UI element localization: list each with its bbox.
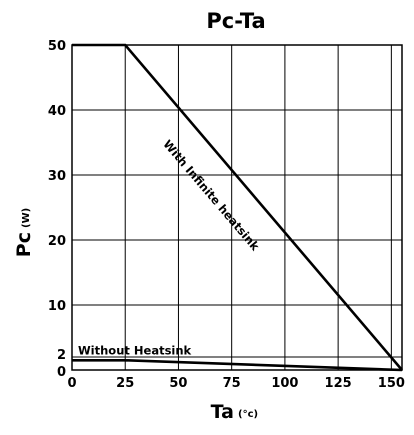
y-tick-label: 0 [57,365,66,380]
y-tick-label: 2 [57,348,66,363]
x-tick-label: 150 [378,376,405,391]
series-line-2 [72,358,403,372]
x-tick-label: 50 [169,376,187,391]
y-axis-unit: (W) [21,208,32,228]
x-tick-label: 25 [116,376,134,391]
y-tick-label: 10 [48,299,66,314]
x-tick-label: 100 [271,376,298,391]
x-tick-label: 75 [223,376,241,391]
y-tick-label: 20 [48,234,66,249]
y-tick-labels: 0 2 10 20 30 40 50 [48,39,66,380]
x-tick-label: 0 [67,376,76,391]
y-axis-label-group: Pc (W) [13,208,35,257]
x-tick-label: 125 [325,376,352,391]
y-axis-label: Pc [13,232,35,257]
chart-title: Pc-Ta [206,9,265,33]
plot-frame [71,44,403,371]
y-tick-label: 30 [48,169,66,184]
x-axis-label: Ta [211,401,234,423]
series-annotations: With Infinite heatsink Without Heatsink [78,137,262,357]
series-group [72,43,403,372]
x-axis-unit: (°c) [238,409,258,420]
y-tick-label: 40 [48,104,66,119]
series-label-without-heatsink: Without Heatsink [78,343,192,357]
x-tick-labels: 0 25 50 75 100 125 150 [67,376,404,391]
y-tick-label: 50 [48,39,66,54]
grid [72,45,402,370]
series-label-infinite-heatsink: With Infinite heatsink [160,137,262,253]
series-line-1 [72,43,403,371]
